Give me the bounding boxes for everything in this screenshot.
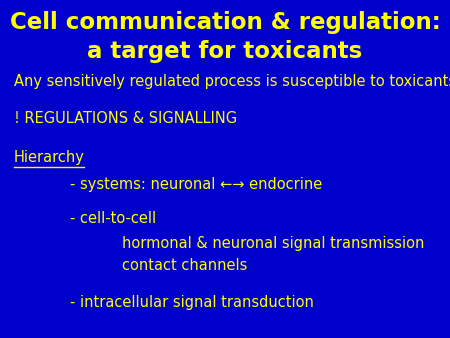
Text: ! REGULATIONS & SIGNALLING: ! REGULATIONS & SIGNALLING [14, 111, 237, 126]
Text: Any sensitively regulated process is susceptible to toxicants: Any sensitively regulated process is sus… [14, 74, 450, 89]
Text: - systems: neuronal ←→ endocrine: - systems: neuronal ←→ endocrine [70, 177, 322, 192]
Text: - intracellular signal transduction: - intracellular signal transduction [70, 295, 314, 310]
Text: Hierarchy: Hierarchy [14, 150, 85, 165]
Text: hormonal & neuronal signal transmission: hormonal & neuronal signal transmission [122, 236, 424, 251]
Text: contact channels: contact channels [122, 258, 247, 273]
Text: Cell communication & regulation:
a target for toxicants: Cell communication & regulation: a targe… [9, 11, 441, 63]
Text: - cell-to-cell: - cell-to-cell [70, 211, 156, 225]
